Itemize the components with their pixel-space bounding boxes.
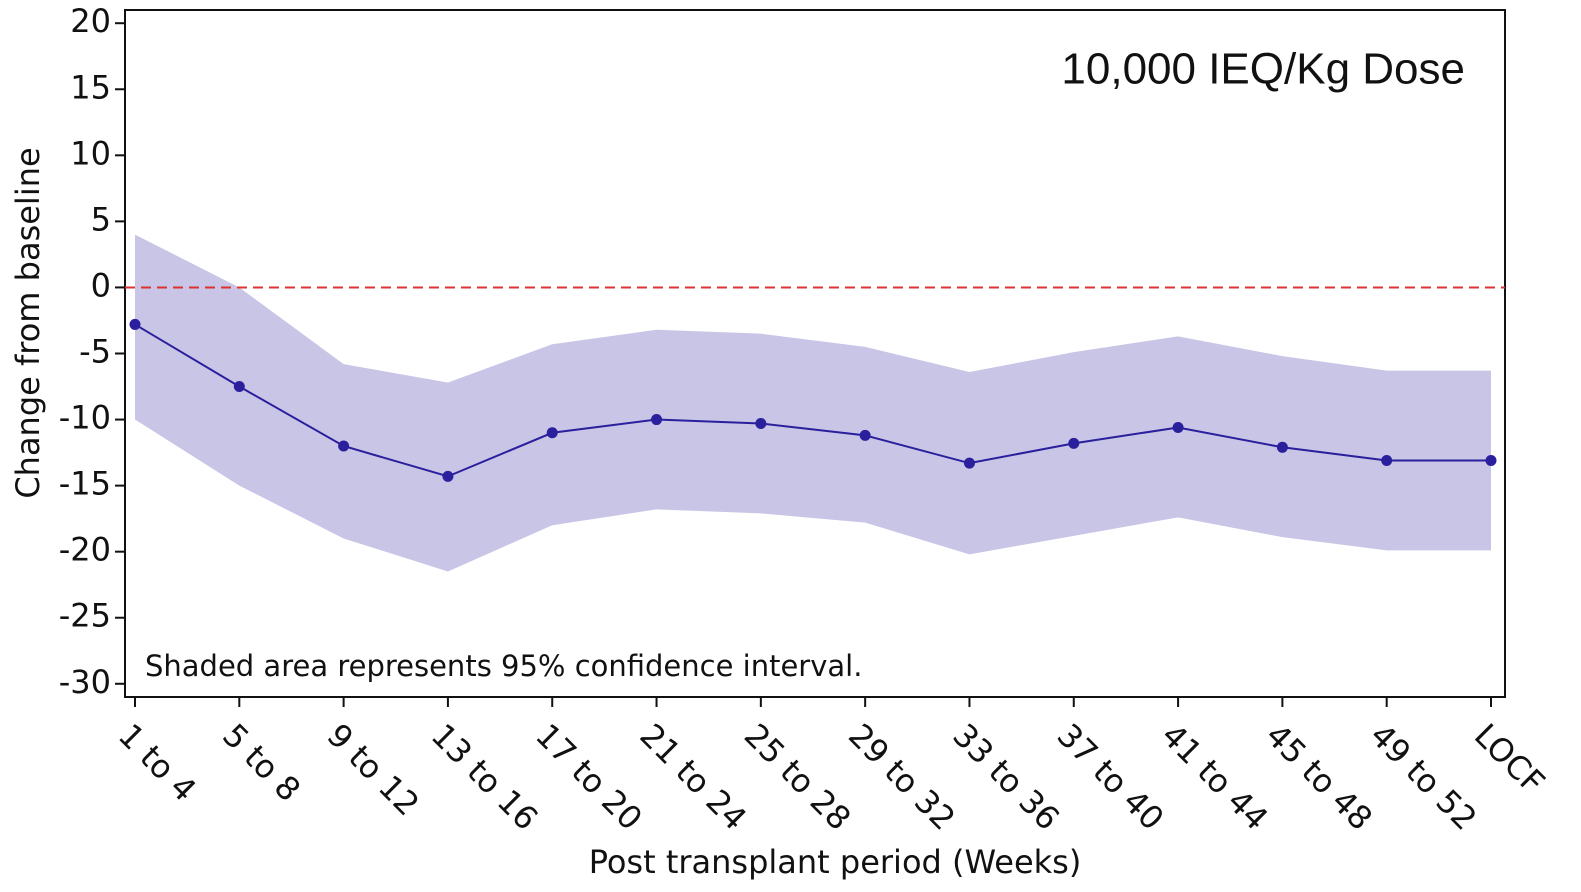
x-tick-label: 49 to 52 — [1363, 716, 1485, 838]
x-tick-label: 33 to 36 — [945, 716, 1067, 838]
y-tick-label: -25 — [59, 597, 111, 635]
data-point — [963, 457, 975, 469]
data-point — [651, 414, 663, 426]
data-point — [859, 429, 871, 441]
x-tick-label: 37 to 40 — [1050, 716, 1172, 838]
data-point — [1485, 455, 1497, 467]
y-tick-label: 10 — [70, 134, 111, 172]
y-tick-label: -5 — [79, 333, 111, 371]
data-point — [233, 381, 245, 393]
x-tick-label: LOCF — [1467, 716, 1552, 801]
x-tick-label: 25 to 28 — [737, 716, 859, 838]
y-axis-label: Change from baseline — [9, 147, 47, 498]
data-point — [1068, 437, 1080, 449]
x-tick-label: 41 to 44 — [1154, 716, 1276, 838]
data-point — [1276, 441, 1288, 453]
y-tick-label: -30 — [59, 663, 111, 701]
data-point — [442, 470, 454, 482]
y-tick-label: 15 — [70, 68, 111, 106]
y-tick-label: -20 — [59, 531, 111, 569]
x-tick-label: 17 to 20 — [528, 716, 650, 838]
x-tick-label: 1 to 4 — [111, 716, 204, 809]
y-tick-label: 20 — [70, 2, 111, 40]
data-point — [1381, 455, 1393, 467]
series-line — [134, 323, 1491, 478]
x-tick-label: 21 to 24 — [633, 716, 755, 838]
x-tick-label: 45 to 48 — [1258, 716, 1380, 838]
data-point — [755, 418, 767, 430]
x-tick-label: 9 to 12 — [320, 716, 427, 823]
x-tick-label: 13 to 16 — [424, 716, 546, 838]
y-tick-label: -10 — [59, 399, 111, 437]
y-tick-label: -15 — [59, 465, 111, 503]
data-point — [1172, 421, 1184, 433]
data-point — [338, 440, 350, 452]
data-point — [546, 427, 558, 439]
x-tick-label: 29 to 32 — [841, 716, 963, 838]
x-tick-label: 5 to 8 — [215, 716, 308, 809]
chart-title: 10,000 IEQ/Kg Dose — [1061, 45, 1465, 94]
confidence-band — [135, 234, 1491, 572]
annotation: Shaded area represents 95% confidence in… — [145, 649, 862, 683]
y-tick-label: 0 — [91, 266, 111, 304]
data-point — [129, 318, 141, 330]
y-tick-label: 5 — [91, 200, 111, 238]
x-axis-label: Post transplant period (Weeks) — [589, 843, 1082, 881]
